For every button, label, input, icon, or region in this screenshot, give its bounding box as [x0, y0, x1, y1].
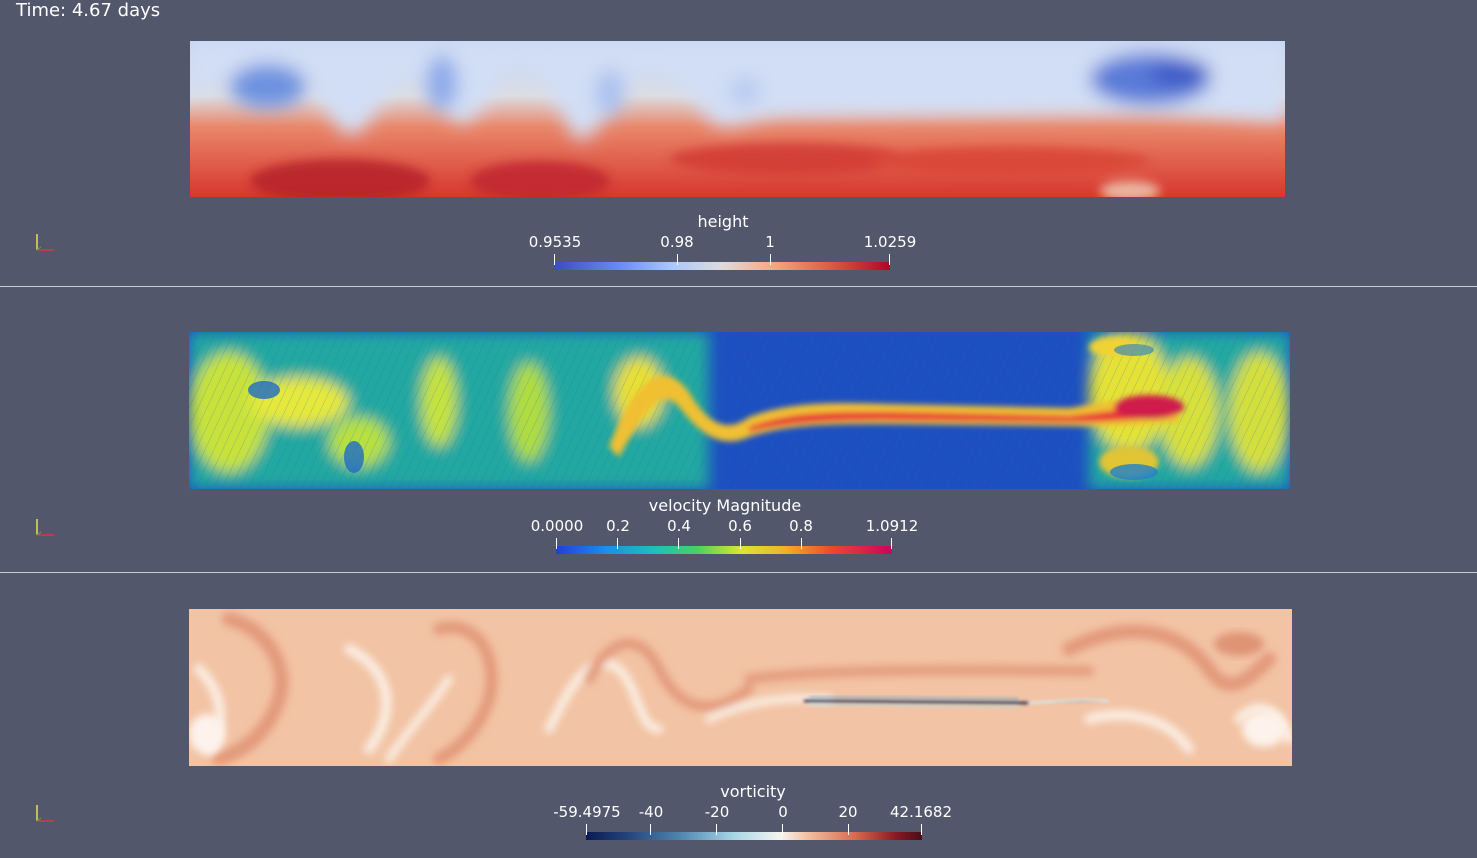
colorbar-tick-label: 0.2 [606, 517, 630, 535]
colorbar-tick [921, 824, 922, 835]
colorbar-title: vorticity [720, 782, 786, 801]
colorbar-tick [801, 538, 802, 549]
colorbar-tick [891, 538, 892, 549]
axes-orientation-icon [32, 515, 58, 539]
colorbar-tick-label: 42.1682 [889, 803, 953, 821]
colorbar-tick-label: 0.8 [789, 517, 813, 535]
colorbar-tick [770, 254, 771, 265]
xyz-axes-icon [36, 234, 54, 251]
colorbar-tick [678, 538, 679, 549]
axes-orientation-icon [32, 801, 58, 825]
colorbar-tick [889, 254, 890, 265]
colorbar-tick [554, 254, 555, 265]
height-colorbar [554, 262, 890, 270]
colorbar-tick [556, 538, 557, 549]
view-divider [0, 286, 1477, 287]
colorbar-tick-label: 0.9535 [528, 233, 582, 251]
axes-orientation-icon [32, 230, 58, 254]
colorbar-tick-label: -59.4975 [553, 803, 621, 821]
colorbar-tick [677, 254, 678, 265]
colorbar-tick-label: 0.0000 [530, 517, 584, 535]
colorbar-tick-label: 0 [778, 803, 788, 821]
colorbar-tick [782, 824, 783, 835]
colorbar-tick [848, 824, 849, 835]
colorbar-tick [740, 538, 741, 549]
colorbar-tick-label: 1 [765, 233, 775, 251]
colorbar-tick-label: 20 [838, 803, 858, 821]
colorbar-tick-label: 1.0912 [865, 517, 919, 535]
xyz-axes-icon [36, 519, 54, 536]
colorbar-tick [617, 538, 618, 549]
velocity-field-view[interactable] [189, 332, 1290, 489]
colorbar-title: velocity Magnitude [648, 496, 802, 515]
colorbar-tick [716, 824, 717, 835]
colorbar-tick-label: 0.98 [660, 233, 694, 251]
colorbar-tick-label: -40 [638, 803, 664, 821]
colorbar-tick [650, 824, 651, 835]
time-label: Time: 4.67 days [16, 0, 161, 21]
xyz-axes-icon [36, 805, 54, 822]
height-field-plot [190, 41, 1285, 197]
velocity-colorbar [556, 546, 892, 554]
colorbar-tick-label: 1.0259 [863, 233, 917, 251]
vorticity-field-view[interactable] [189, 609, 1292, 766]
vorticity-colorbar [586, 832, 922, 840]
colorbar-tick-label: 0.4 [667, 517, 691, 535]
colorbar-title: height [697, 212, 749, 231]
height-field-view[interactable] [190, 41, 1285, 197]
view-divider [0, 572, 1477, 573]
colorbar-tick-label: -20 [704, 803, 730, 821]
vorticity-field-plot [189, 609, 1292, 766]
colorbar-tick-label: 0.6 [728, 517, 752, 535]
velocity-field-plot [189, 332, 1290, 489]
colorbar-tick [586, 824, 587, 835]
